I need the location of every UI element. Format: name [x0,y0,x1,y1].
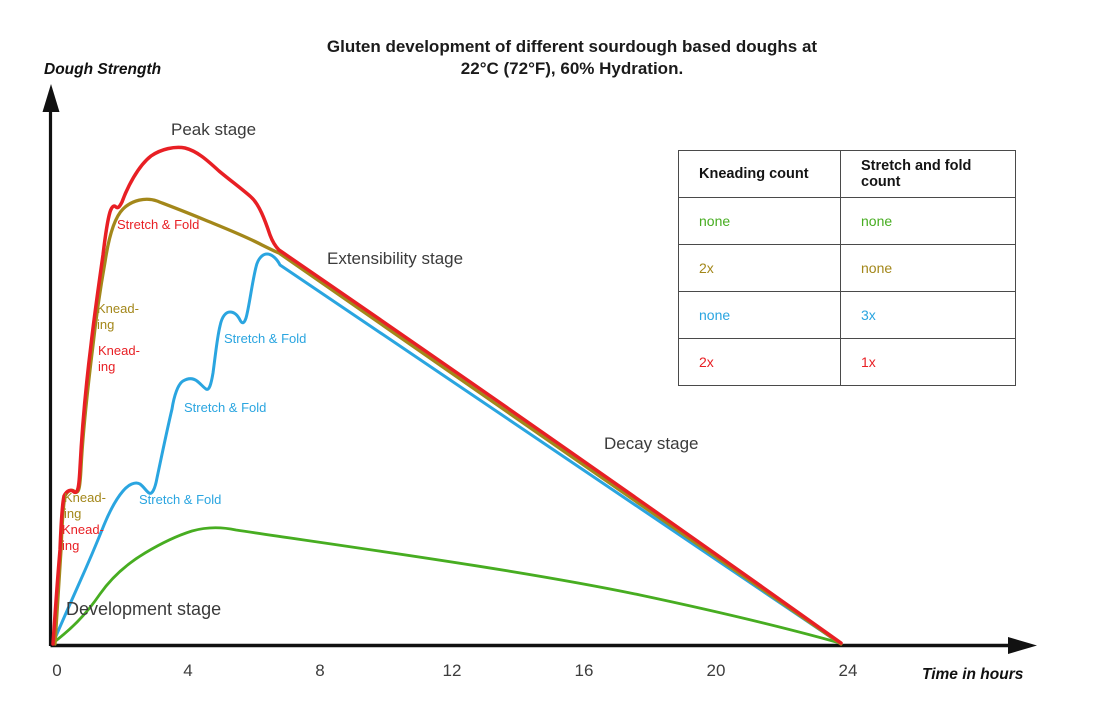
kneading-label-red-lower: Knead- ing [62,522,104,553]
legend-red-stretch-fold: 1x [840,338,1016,386]
x-tick-8: 8 [315,661,325,680]
legend-olive-kneading: 2x [678,244,841,292]
legend-header-row: Kneading count Stretch and fold count [678,150,1016,198]
legend-row-blue: none 3x [678,291,1016,339]
legend-blue-stretch-fold: 3x [840,291,1016,339]
chart-title-line1: Gluten development of different sourdoug… [326,37,818,56]
x-tick-4: 4 [183,661,193,680]
curve-blue-3x-fold [51,252,843,646]
stage-label-extensibility: Extensibility stage [327,249,464,268]
chart-title-line2: 22°C (72°F), 60% Hydration. [460,59,684,78]
x-tick-20: 20 [706,661,726,680]
kneading-label-olive-upper: Knead- ing [97,301,139,332]
legend-header-stretch-fold: Stretch and fold count [840,150,1016,198]
x-tick-16: 16 [574,661,594,680]
stage-label-peak: Peak stage [171,120,257,139]
curve-green-none-none [51,526,842,645]
legend-green-kneading: none [678,197,841,245]
stage-label-decay: Decay stage [604,434,699,453]
legend-row-red: 2x 1x [678,338,1016,386]
stretch-fold-label-blue-2: Stretch & Fold [184,400,267,415]
legend-green-stretch-fold: none [840,197,1016,245]
stretch-fold-label-blue-3: Stretch & Fold [224,331,307,346]
x-axis-arrow-icon [1008,637,1037,654]
stretch-fold-label-blue-1: Stretch & Fold [139,492,222,507]
y-axis-label: Dough Strength [44,61,162,78]
x-tick-24: 24 [838,661,858,680]
y-axis-arrow-icon [42,84,60,112]
curve-red-2x-knead-1x-fold [51,145,843,646]
x-tick-0: 0 [52,661,62,680]
legend-row-green: none none [678,197,1016,245]
legend-olive-stretch-fold: none [840,244,1016,292]
legend-blue-kneading: none [678,291,841,339]
kneading-label-olive-lower: Knead- ing [64,490,106,521]
x-tick-12: 12 [442,661,462,680]
x-axis-label: Time in hours [922,666,1024,683]
legend-table: Kneading count Stretch and fold count no… [678,150,1016,386]
legend-red-kneading: 2x [678,338,841,386]
legend-row-olive: 2x none [678,244,1016,292]
legend-header-kneading: Kneading count [678,150,841,198]
kneading-label-red-upper: Knead- ing [98,343,140,374]
chart-title: Gluten development of different sourdoug… [36,36,1108,80]
stage-label-development: Development stage [66,599,222,619]
stretch-fold-label-red: Stretch & Fold [117,217,200,232]
